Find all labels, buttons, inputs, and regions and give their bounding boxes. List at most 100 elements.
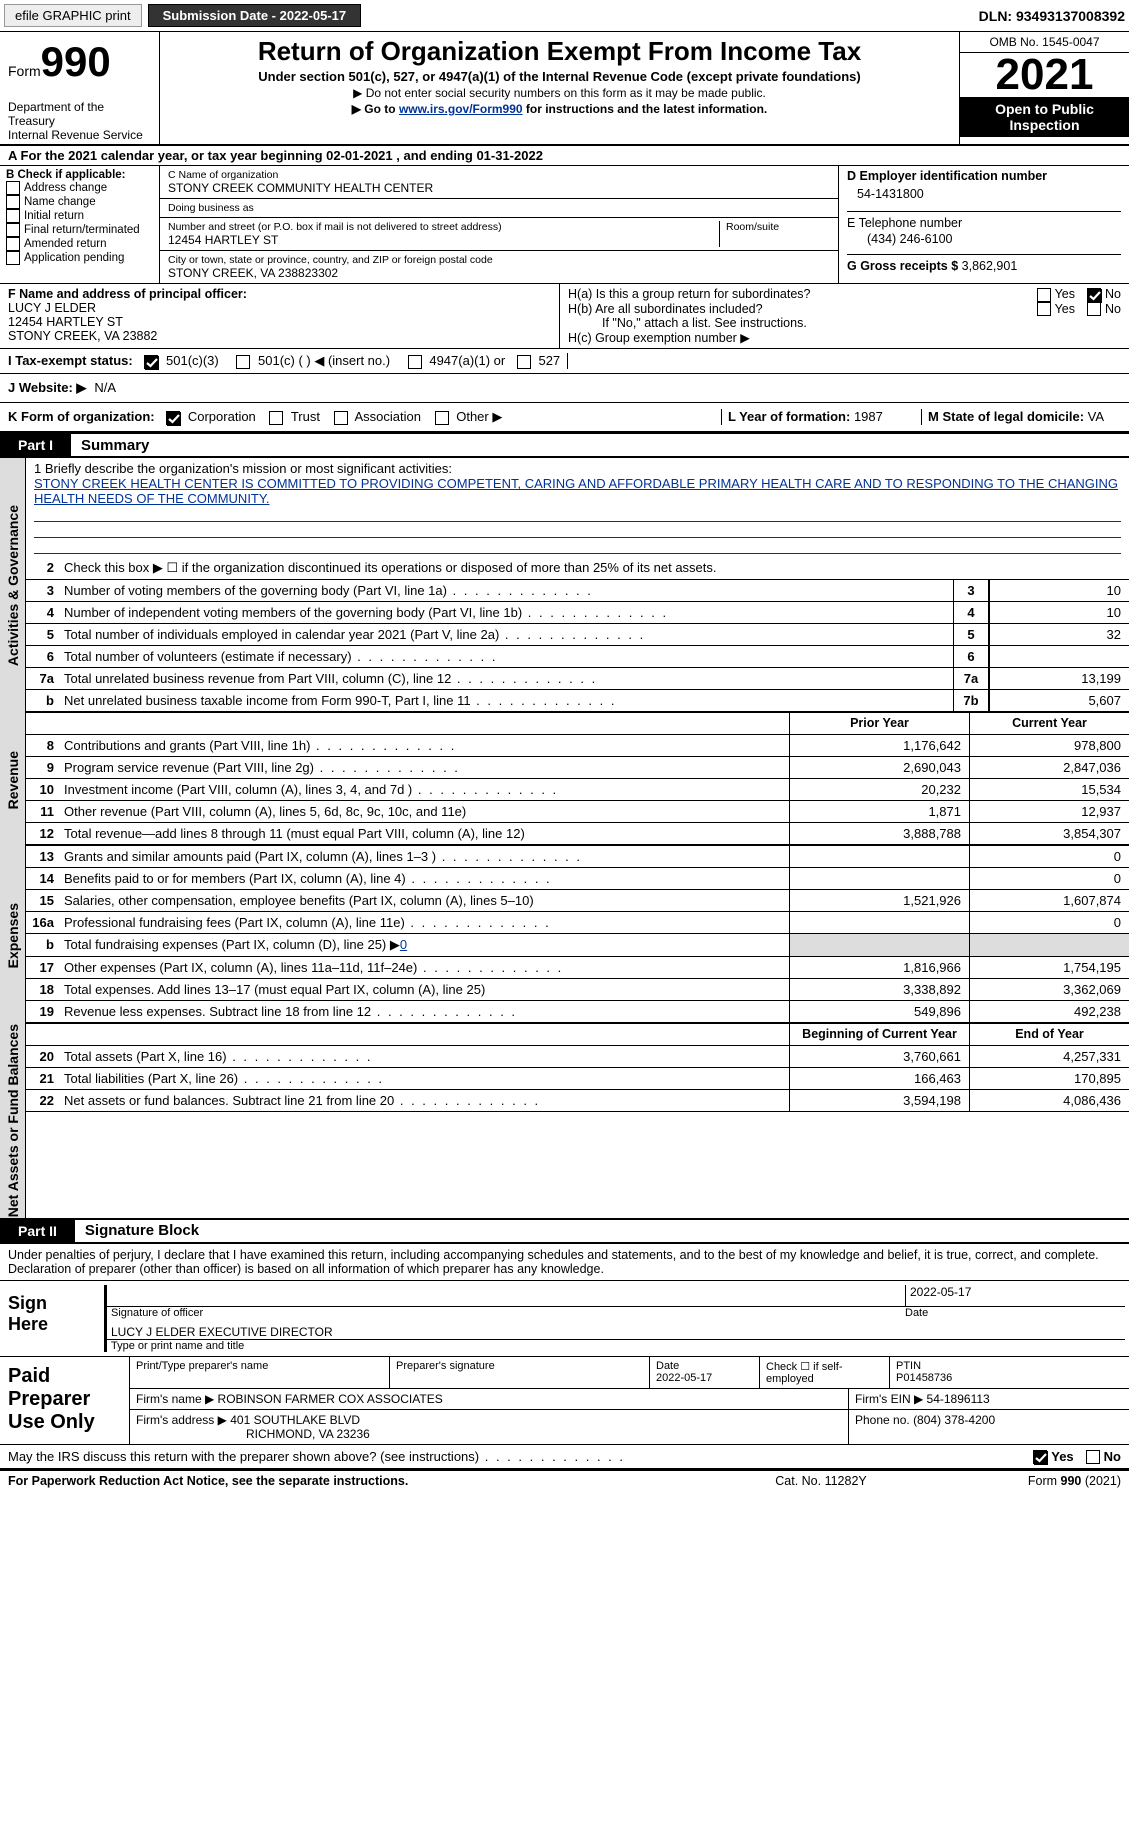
chk-discuss-yes[interactable] xyxy=(1033,1450,1047,1464)
d-label: D Employer identification number xyxy=(847,169,1121,183)
line9-p: 2,690,043 xyxy=(789,757,969,778)
opt-association: Association xyxy=(354,409,420,424)
chk-501c[interactable] xyxy=(236,355,250,369)
line4-text: Number of independent voting members of … xyxy=(60,602,953,623)
b-label: B Check if applicable: xyxy=(6,169,153,181)
chk-corporation[interactable] xyxy=(166,411,180,425)
m-value: VA xyxy=(1088,409,1104,424)
h-note: If "No," attach a list. See instructions… xyxy=(568,316,1121,330)
discuss-no: No xyxy=(1104,1449,1121,1464)
l-value: 1987 xyxy=(854,409,883,424)
chk-name-change[interactable] xyxy=(6,195,20,209)
chk-hb-yes[interactable] xyxy=(1037,302,1051,316)
line16a-c: 0 xyxy=(969,912,1129,933)
chk-app-pending[interactable] xyxy=(6,251,20,265)
exp-section: Expenses 13Grants and similar amounts pa… xyxy=(0,846,1129,1024)
sign-here-block: Sign Here 2022-05-17 Signature of office… xyxy=(0,1281,1129,1357)
chk-527[interactable] xyxy=(517,355,531,369)
line16b-c xyxy=(969,934,1129,956)
line8-t: Contributions and grants (Part VIII, lin… xyxy=(60,735,789,756)
firm-ein-label: Firm's EIN ▶ xyxy=(855,1392,923,1406)
prep-date-label: Date xyxy=(656,1360,679,1372)
rev-section: Revenue Prior YearCurrent Year 8Contribu… xyxy=(0,713,1129,846)
chk-ha-yes[interactable] xyxy=(1037,288,1051,302)
part1-title: Summary xyxy=(71,437,149,454)
chk-initial-return[interactable] xyxy=(6,209,20,223)
line8-p: 1,176,642 xyxy=(789,735,969,756)
line11-t: Other revenue (Part VIII, column (A), li… xyxy=(60,801,789,822)
f-label: F Name and address of principal officer: xyxy=(8,287,247,301)
line22-t: Net assets or fund balances. Subtract li… xyxy=(60,1090,789,1111)
print-name-label: Type or print name and title xyxy=(104,1340,1125,1352)
sig-officer-label: Signature of officer xyxy=(104,1307,905,1319)
line15-p: 1,521,926 xyxy=(789,890,969,911)
officer-city: STONY CREEK, VA 23882 xyxy=(8,329,551,343)
chk-4947[interactable] xyxy=(408,355,422,369)
chk-address-change[interactable] xyxy=(6,181,20,195)
line16b-p xyxy=(789,934,969,956)
chk-discuss-no[interactable] xyxy=(1086,1450,1100,1464)
line6-val xyxy=(989,646,1129,667)
part2-title: Signature Block xyxy=(75,1222,199,1239)
ptin-label: PTIN xyxy=(896,1360,921,1372)
discuss-yes: Yes xyxy=(1051,1449,1073,1464)
irs-link[interactable]: www.irs.gov/Form990 xyxy=(399,102,523,116)
na-section: Net Assets or Fund Balances Beginning of… xyxy=(0,1024,1129,1217)
period-row: A For the 2021 calendar year, or tax yea… xyxy=(0,146,1129,166)
opt-amended: Amended return xyxy=(24,238,106,250)
chk-trust[interactable] xyxy=(269,411,283,425)
j-label: J Website: ▶ xyxy=(8,380,86,396)
firm-phone: (804) 378-4200 xyxy=(913,1413,995,1427)
opt-other: Other ▶ xyxy=(456,409,502,424)
period-mid: , and ending xyxy=(396,148,476,163)
opt-4947: 4947(a)(1) or xyxy=(429,353,505,368)
prep-date: 2022-05-17 xyxy=(656,1372,712,1384)
opt-corporation: Corporation xyxy=(188,409,256,424)
line13-t: Grants and similar amounts paid (Part IX… xyxy=(60,846,789,867)
line21-c: 170,895 xyxy=(969,1068,1129,1089)
chk-association[interactable] xyxy=(334,411,348,425)
chk-hb-no[interactable] xyxy=(1087,302,1101,316)
efile-print-button[interactable]: efile GRAPHIC print xyxy=(4,4,142,27)
line12-p: 3,888,788 xyxy=(789,823,969,844)
i-row: I Tax-exempt status: 501(c)(3) 501(c) ( … xyxy=(0,349,1129,374)
irs-label: Internal Revenue Service xyxy=(8,128,151,142)
dept-treasury: Department of the Treasury xyxy=(8,100,151,128)
chk-final-return[interactable] xyxy=(6,223,20,237)
line5-val: 32 xyxy=(989,624,1129,645)
line20-t: Total assets (Part X, line 16) xyxy=(60,1046,789,1067)
chk-501c3[interactable] xyxy=(144,355,158,369)
klm-row: K Form of organization: Corporation Trus… xyxy=(0,403,1129,432)
i-label: I Tax-exempt status: xyxy=(8,353,133,368)
opt-527: 527 xyxy=(538,353,560,368)
chk-other[interactable] xyxy=(435,411,449,425)
line7b-text: Net unrelated business taxable income fr… xyxy=(60,690,953,711)
line14-t: Benefits paid to or for members (Part IX… xyxy=(60,868,789,889)
officer-printed-name: LUCY J ELDER EXECUTIVE DIRECTOR xyxy=(104,1319,1125,1340)
line7a-val: 13,199 xyxy=(989,668,1129,689)
chk-ha-no[interactable] xyxy=(1087,288,1101,302)
period-label: A For the 2021 calendar year, or tax yea… xyxy=(8,148,326,163)
opt-trust: Trust xyxy=(291,409,320,424)
form-subtitle: Under section 501(c), 527, or 4947(a)(1)… xyxy=(164,69,955,84)
line11-c: 12,937 xyxy=(969,801,1129,822)
end-year-header: End of Year xyxy=(969,1024,1129,1045)
submission-date-button[interactable]: Submission Date - 2022-05-17 xyxy=(148,4,362,27)
line12-t: Total revenue—add lines 8 through 11 (mu… xyxy=(60,823,789,844)
line16b-pre: Total fundraising expenses (Part IX, col… xyxy=(64,937,400,952)
part2-header: Part II Signature Block xyxy=(0,1218,1129,1244)
chk-amended[interactable] xyxy=(6,237,20,251)
line17-c: 1,754,195 xyxy=(969,957,1129,978)
side-na: Net Assets or Fund Balances xyxy=(5,1024,21,1217)
goto-pre: ▶ Go to xyxy=(352,102,399,116)
city-value: STONY CREEK, VA 238823302 xyxy=(168,266,830,280)
org-name: STONY CREEK COMMUNITY HEALTH CENTER xyxy=(168,181,830,195)
opt-name-change: Name change xyxy=(24,196,96,208)
curr-year-header: Current Year xyxy=(969,713,1129,734)
ptin-value: P01458736 xyxy=(896,1372,952,1384)
form-number: 990 xyxy=(41,38,111,85)
c-name-label: C Name of organization xyxy=(168,169,830,181)
hb-yes: Yes xyxy=(1055,302,1075,316)
ha-yes: Yes xyxy=(1055,287,1075,301)
opt-501c: 501(c) ( ) ◀ (insert no.) xyxy=(258,353,390,368)
